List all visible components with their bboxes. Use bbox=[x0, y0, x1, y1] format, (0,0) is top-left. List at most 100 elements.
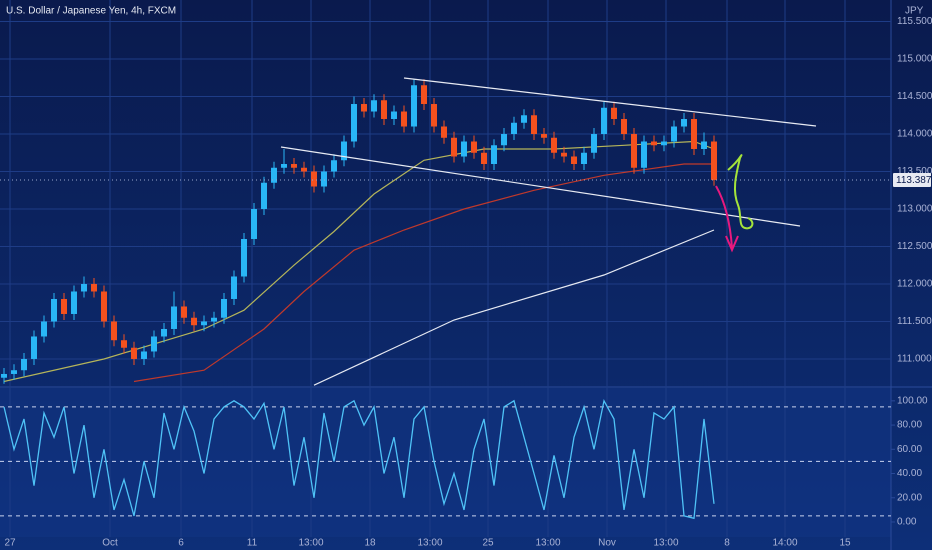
candle-body bbox=[111, 321, 117, 341]
candle-body bbox=[611, 107, 617, 120]
y-tick-label: 112.500 bbox=[897, 241, 932, 252]
candle-body bbox=[101, 291, 107, 322]
candle-body bbox=[201, 321, 207, 326]
x-tick-label: 13:00 bbox=[653, 538, 678, 549]
candle-body bbox=[151, 336, 157, 352]
drawings bbox=[280, 77, 817, 253]
candle-body bbox=[601, 107, 607, 135]
candle-body bbox=[171, 306, 177, 329]
candle-body bbox=[161, 328, 167, 337]
candle-body bbox=[571, 156, 577, 165]
candle-body bbox=[431, 104, 437, 127]
chart-title: U.S. Dollar / Japanese Yen, 4h, FXCM bbox=[6, 6, 176, 17]
candle-body bbox=[391, 111, 397, 120]
trendline bbox=[280, 146, 801, 227]
y-tick-label: 60.00 bbox=[897, 444, 922, 455]
x-tick-label: Nov bbox=[598, 538, 616, 549]
hand-drawing bbox=[715, 185, 739, 253]
candle-body bbox=[291, 164, 297, 168]
hand-drawing bbox=[727, 154, 754, 230]
candle-body bbox=[471, 141, 477, 153]
candle-body bbox=[351, 104, 357, 142]
last-price-label: 113.387 bbox=[896, 175, 932, 186]
candle-body bbox=[491, 145, 497, 165]
candle-body bbox=[71, 291, 77, 314]
candle-body bbox=[481, 152, 487, 165]
candle-body bbox=[671, 126, 677, 142]
candle-body bbox=[41, 321, 47, 337]
candle-body bbox=[541, 134, 547, 138]
x-tick-label: 27 bbox=[4, 538, 16, 549]
candle-body bbox=[461, 141, 467, 157]
y-tick-label: 113.000 bbox=[897, 204, 932, 215]
last-price-box bbox=[893, 172, 931, 187]
candle-body bbox=[131, 347, 137, 359]
candle-body bbox=[341, 141, 347, 161]
candle-body bbox=[61, 298, 67, 314]
oscillator-panel bbox=[0, 388, 891, 537]
y-tick-label: 40.00 bbox=[897, 468, 922, 479]
y-tick-label: 112.000 bbox=[897, 279, 932, 290]
candle-body bbox=[241, 238, 247, 277]
y-tick-label: 0.00 bbox=[897, 517, 917, 528]
candle-body bbox=[531, 115, 537, 135]
x-tick-label: 11 bbox=[247, 538, 258, 549]
candle-body bbox=[301, 167, 307, 172]
x-tick-label: 6 bbox=[178, 538, 184, 549]
x-tick-label: 13:00 bbox=[535, 538, 560, 549]
y-tick-label: 80.00 bbox=[897, 420, 922, 431]
candle-body bbox=[271, 167, 277, 183]
candle-body bbox=[31, 336, 37, 359]
candle-body bbox=[311, 171, 317, 187]
y-tick-label: 111.500 bbox=[897, 316, 932, 327]
candle-body bbox=[521, 115, 527, 123]
candle-body bbox=[511, 122, 517, 135]
plot-area bbox=[0, 0, 891, 537]
candle-body bbox=[231, 276, 237, 299]
candle-body bbox=[261, 182, 267, 209]
candle-body bbox=[551, 137, 557, 153]
candle-body bbox=[681, 119, 687, 127]
x-tick-label: 25 bbox=[482, 538, 494, 549]
candle-body bbox=[81, 283, 87, 292]
candle-body bbox=[141, 351, 147, 359]
candle-body bbox=[251, 208, 257, 239]
candle-body bbox=[411, 85, 417, 127]
candle-body bbox=[691, 119, 697, 150]
candle-body bbox=[701, 141, 707, 150]
candle-body bbox=[451, 137, 457, 157]
candle-body bbox=[621, 119, 627, 135]
candle-body bbox=[581, 152, 587, 165]
x-tick-label: 14:00 bbox=[772, 538, 797, 549]
trendline bbox=[403, 77, 817, 127]
candle-body bbox=[121, 340, 127, 348]
candle-body bbox=[0, 373, 7, 378]
candle-body bbox=[501, 134, 507, 146]
y-tick-label: 113.500 bbox=[897, 166, 932, 177]
x-tick-label: Oct bbox=[102, 538, 118, 549]
candle-body bbox=[21, 358, 27, 371]
y-tick-label: 20.00 bbox=[897, 492, 922, 503]
y-tick-label: 115.000 bbox=[897, 54, 932, 65]
candle-body bbox=[371, 100, 377, 112]
candle-body bbox=[641, 141, 647, 168]
y-tick-label: 100.00 bbox=[897, 395, 928, 406]
y-tick-label: 114.500 bbox=[897, 91, 932, 102]
candle-body bbox=[331, 160, 337, 172]
x-tick-label: 8 bbox=[724, 538, 730, 549]
x-tick-label: 13:00 bbox=[298, 538, 323, 549]
candle-body bbox=[381, 100, 387, 120]
candle-body bbox=[661, 141, 667, 146]
x-tick-label: 18 bbox=[364, 538, 376, 549]
candle-body bbox=[91, 283, 97, 292]
candle-body bbox=[321, 171, 327, 187]
x-tick-label: 15 bbox=[839, 538, 851, 549]
candle-body bbox=[281, 164, 287, 168]
axis-unit: JPY bbox=[905, 6, 924, 17]
candle-body bbox=[401, 111, 407, 127]
moving-average bbox=[133, 163, 714, 383]
candle-body bbox=[441, 126, 447, 138]
candle-body bbox=[51, 298, 57, 322]
candle-body bbox=[211, 317, 217, 322]
